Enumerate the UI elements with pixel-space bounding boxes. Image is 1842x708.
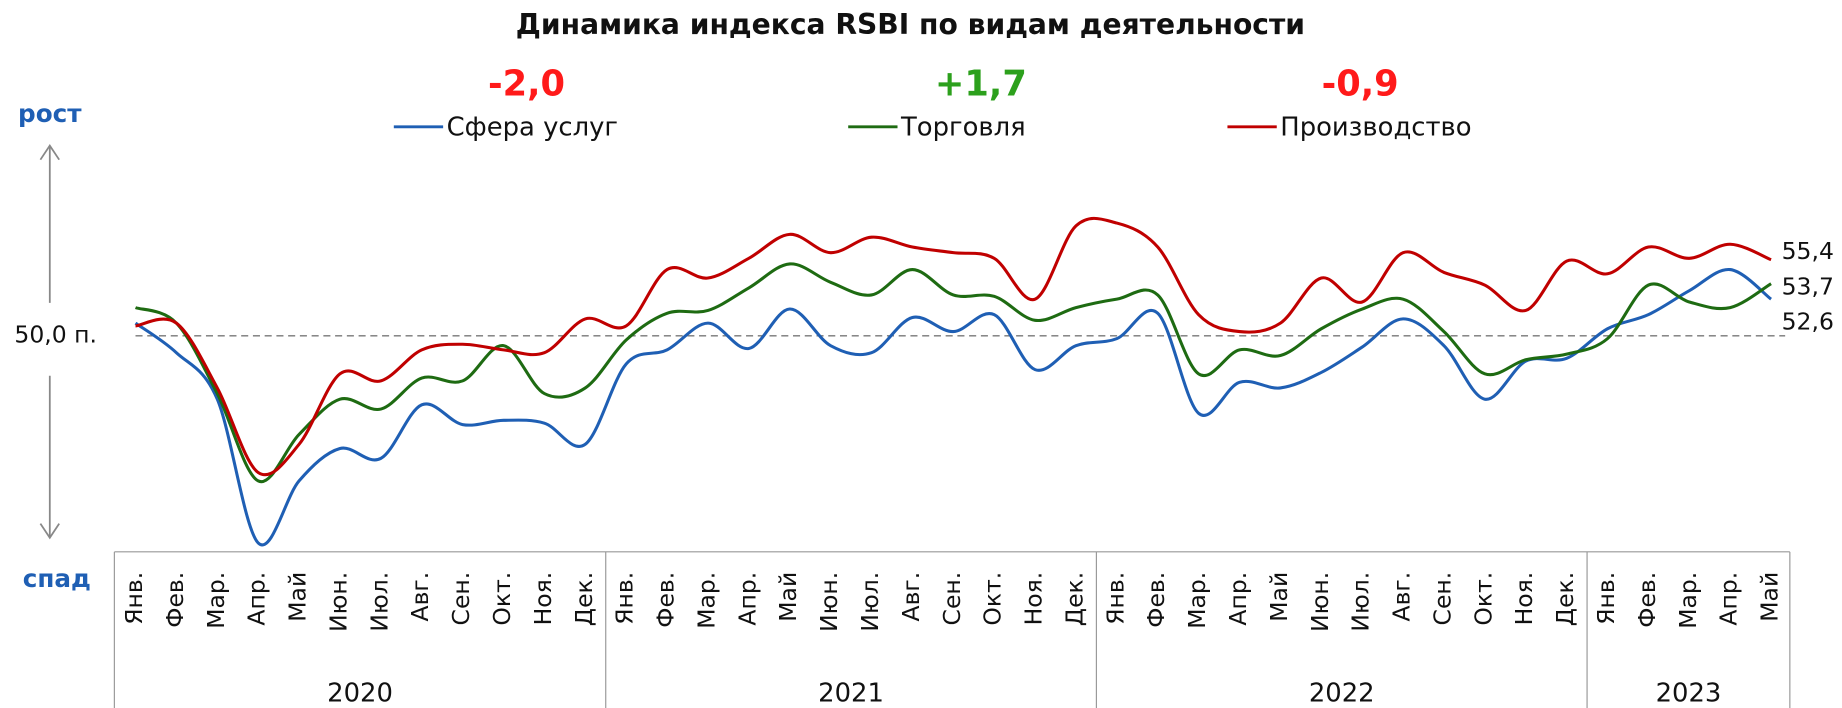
axis-label-down: спад — [23, 564, 91, 593]
x-tick-label: Май — [284, 572, 312, 622]
x-tick-label: Авг. — [897, 572, 925, 622]
year-label: 2022 — [1309, 678, 1375, 708]
x-tick-label: Ноя. — [529, 572, 557, 626]
series-line — [134, 262, 1772, 484]
x-tick-label: Фев. — [652, 572, 680, 628]
x-tick-label: Сен. — [1428, 572, 1456, 626]
axis-arrows — [39, 144, 60, 540]
x-tick-label: Янв. — [120, 572, 148, 625]
x-tick-label: Мар. — [202, 572, 230, 629]
x-tick-label: Авг. — [1388, 572, 1416, 622]
x-tick-label: Июл. — [856, 572, 884, 632]
year-label: 2021 — [818, 678, 884, 708]
axis-label-up: рост — [18, 99, 82, 128]
series-line — [134, 268, 1773, 547]
x-tick-label: Фев. — [1633, 572, 1661, 628]
x-tick-label: Июн. — [815, 572, 843, 632]
x-tick-label: Июл. — [365, 572, 393, 632]
x-tick-label: Мар. — [692, 572, 720, 629]
x-tick-label: Мар. — [1674, 572, 1702, 629]
x-tick-label: Июн. — [1306, 572, 1334, 632]
legend-label: Производство — [1280, 112, 1471, 142]
reference-label: 50,0 п. — [14, 320, 97, 348]
x-tick-label: Апр. — [1715, 572, 1743, 626]
x-tick-label: Сен. — [447, 572, 475, 626]
x-tick-label: Апр. — [243, 572, 271, 626]
x-tick-label: Янв. — [1101, 572, 1129, 625]
x-tick-label: Окт. — [488, 572, 516, 626]
x-tick-label: Янв. — [1592, 572, 1620, 625]
chart-title: Динамика индекса RSBI по видам деятельно… — [516, 8, 1305, 41]
x-tick-label: Мар. — [1183, 572, 1211, 629]
change-label: -2,0 — [488, 64, 565, 105]
end-value-label: 52,6 — [1782, 308, 1834, 336]
x-tick-label: Дек. — [1551, 572, 1579, 626]
x-tick-label: Сен. — [938, 572, 966, 626]
x-tick-label: Июл. — [1347, 572, 1375, 632]
x-tick-label: Окт. — [979, 572, 1007, 626]
x-tick-label: Фев. — [161, 572, 189, 628]
x-tick-label: Дек. — [570, 572, 598, 626]
legend-label: Торговля — [900, 112, 1026, 142]
x-tick-label: Апр. — [733, 572, 761, 626]
x-tick-label: Май — [1265, 572, 1293, 622]
change-label: +1,7 — [935, 64, 1027, 105]
series-line — [135, 216, 1772, 477]
x-tick-label: Авг. — [406, 572, 434, 622]
x-tick-label: Окт. — [1469, 572, 1497, 626]
end-value-label: 55,4 — [1782, 237, 1834, 265]
year-label: 2020 — [327, 678, 393, 708]
x-tick-label: Июн. — [324, 572, 352, 632]
x-tick-label: Май — [1756, 572, 1784, 622]
x-tick-label: Янв. — [611, 572, 639, 625]
x-tick-label: Апр. — [1224, 572, 1252, 626]
x-tick-label: Ноя. — [1020, 572, 1048, 626]
change-label: -0,9 — [1322, 64, 1399, 105]
end-value-label: 53,7 — [1782, 272, 1834, 300]
x-tick-label: Дек. — [1060, 572, 1088, 626]
x-tick-label: Май — [774, 572, 802, 622]
year-label: 2023 — [1656, 678, 1722, 708]
legend-label: Сфера услуг — [447, 112, 618, 142]
x-tick-label: Фев. — [1142, 572, 1170, 628]
x-tick-label: Ноя. — [1510, 572, 1538, 626]
